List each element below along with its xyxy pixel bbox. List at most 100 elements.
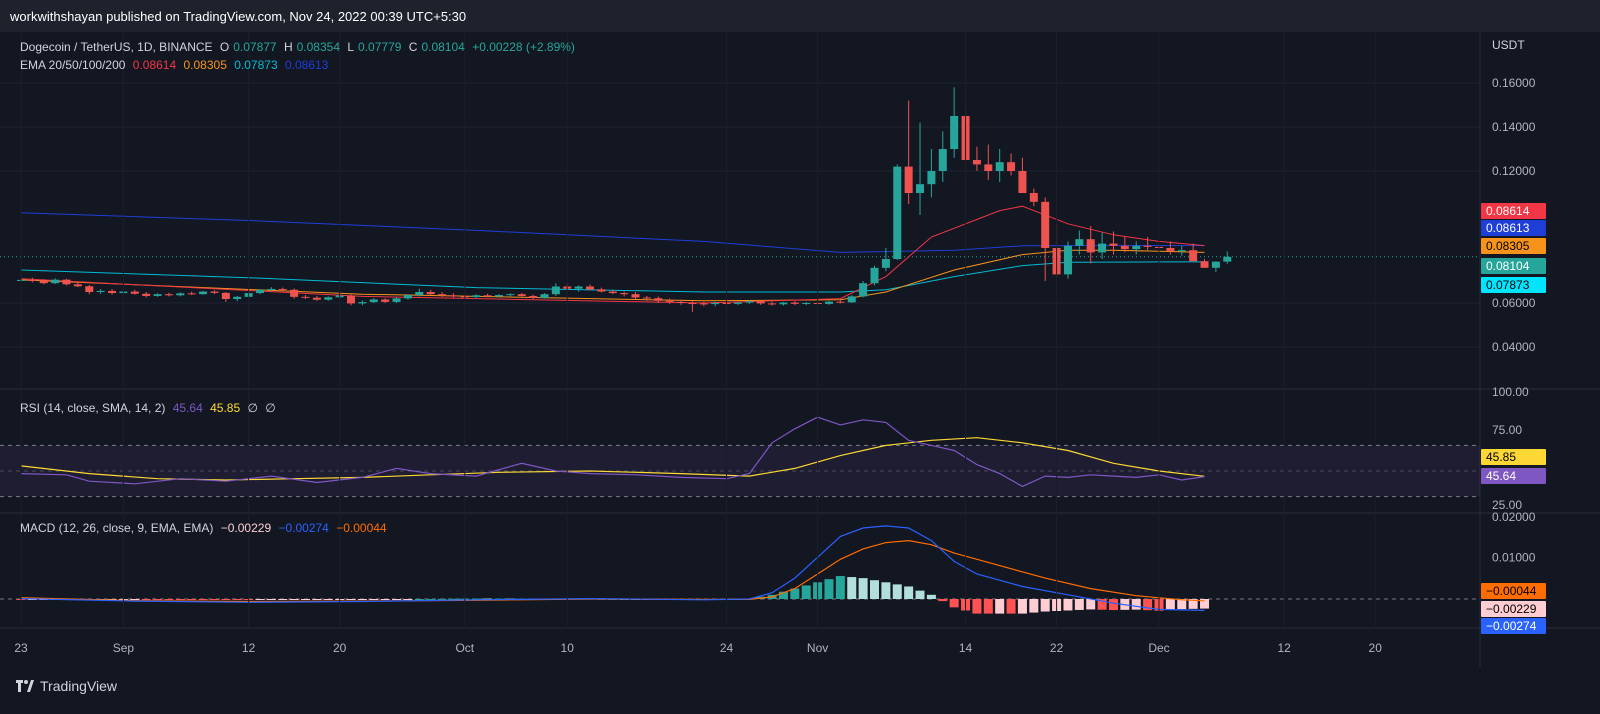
candle-body xyxy=(733,302,742,304)
macd-badge: −0.00044 xyxy=(1486,584,1537,598)
rsi-label: RSI (14, close, SMA, 14, 2) xyxy=(20,401,166,415)
candle-body xyxy=(472,295,481,298)
candle-body xyxy=(73,284,82,287)
candle-body xyxy=(916,184,925,193)
candle-body xyxy=(1029,193,1038,202)
macd-histogram-bar xyxy=(1063,599,1073,611)
macd-badge-bg xyxy=(1481,618,1546,634)
candle-body xyxy=(802,303,811,304)
price-tick-label: 0.04000 xyxy=(1492,340,1536,354)
macd-histogram-bar xyxy=(1177,599,1187,610)
macd-histogram-bar xyxy=(983,599,993,614)
price-tick-label: 0.06000 xyxy=(1492,296,1536,310)
candle-body xyxy=(1223,256,1232,262)
candle-body xyxy=(529,295,538,298)
rsi-badge-bg xyxy=(1481,449,1546,465)
macd-line xyxy=(20,525,1205,611)
candle-body xyxy=(187,293,196,295)
macd-histogram-bar xyxy=(995,599,1005,614)
macd-tick-label: 0.01000 xyxy=(1492,550,1536,564)
time-tick-label: 20 xyxy=(333,641,347,655)
candle-body xyxy=(642,297,651,299)
macd-histogram-bar xyxy=(1165,599,1175,610)
o-label: O xyxy=(219,40,230,54)
time-tick-label: 12 xyxy=(1278,641,1292,655)
macd-histogram-bar xyxy=(835,576,845,599)
candle-body xyxy=(1018,171,1027,193)
macd-histogram-bar xyxy=(926,594,936,599)
macd-histogram-bar xyxy=(778,591,788,599)
candle-body xyxy=(551,286,560,295)
macd-histogram-bar xyxy=(209,599,219,600)
rsi-tick-label: 75.00 xyxy=(1492,423,1522,437)
candle-body xyxy=(665,300,674,302)
candle-body xyxy=(881,259,890,268)
time-tick-label: 24 xyxy=(720,641,734,655)
macd-histogram-bar xyxy=(1029,599,1039,613)
price-badge-bg xyxy=(1481,238,1546,254)
macd-histogram-bar xyxy=(426,598,436,600)
price-badge-bg xyxy=(1481,203,1546,219)
macd-histogram-bar xyxy=(255,599,265,600)
candle-body xyxy=(483,295,492,297)
macd-line-value: −0.00274 xyxy=(278,521,329,535)
candle-body xyxy=(870,267,879,284)
chart[interactable]: 0.160000.140000.120000.060000.04000100.0… xyxy=(0,32,1600,667)
macd-histogram-bar xyxy=(392,599,402,600)
macd-histogram-bar xyxy=(1188,599,1198,609)
candle-body xyxy=(893,166,902,259)
ema-legend: EMA 20/50/100/200 0.08614 0.08305 0.0787… xyxy=(20,58,332,72)
price-badge-bg xyxy=(1481,220,1546,236)
c-label: C xyxy=(408,40,418,54)
macd-label: MACD (12, 26, close, 9, EMA, EMA) xyxy=(20,521,214,535)
time-tick-label: Nov xyxy=(807,641,828,655)
rsi-legend: RSI (14, close, SMA, 14, 2) 45.64 45.85 … xyxy=(20,401,280,415)
time-tick-label: 10 xyxy=(561,641,575,655)
ema-label: EMA 20/50/100/200 xyxy=(20,58,126,72)
symbol-name: Dogecoin / TetherUS, 1D, BINANCE xyxy=(20,40,213,54)
candle-body xyxy=(278,288,287,290)
candle-body xyxy=(972,160,981,165)
candle-body xyxy=(677,301,686,303)
macd-histogram-bar xyxy=(301,599,310,600)
macd-histogram-bar xyxy=(1040,599,1050,612)
h-value: 0.08354 xyxy=(296,40,341,54)
macd-histogram-bar xyxy=(790,588,800,599)
tradingview-logo[interactable]: TradingView xyxy=(16,678,117,694)
candle-body xyxy=(574,286,583,289)
candle-body xyxy=(369,299,378,303)
macd-histogram-bar xyxy=(915,590,925,599)
candle-body xyxy=(756,301,765,304)
price-badge: 0.08613 xyxy=(1486,221,1530,235)
publish-bar: workwithshayan published on TradingView.… xyxy=(0,0,1600,32)
macd-badge: −0.00229 xyxy=(1486,602,1537,616)
candle-body xyxy=(403,295,412,299)
candle-body xyxy=(96,290,105,292)
macd-tick-label: 0.02000 xyxy=(1492,510,1536,524)
macd-histogram-bar xyxy=(198,599,208,600)
rsi-empty-1: ∅ xyxy=(247,401,258,415)
macd-histogram-bar xyxy=(187,599,197,600)
time-tick-label: Sep xyxy=(113,641,135,655)
candle-body xyxy=(85,286,94,292)
candle-body xyxy=(836,301,845,303)
candle-body xyxy=(608,291,617,294)
candle-body xyxy=(108,290,117,294)
macd-histogram-bar xyxy=(1097,599,1107,610)
candle-body xyxy=(859,283,868,297)
macd-histogram-bar xyxy=(949,599,959,608)
macd-histogram-bar xyxy=(221,599,231,600)
ema50-value: 0.08305 xyxy=(183,58,227,72)
candle-body xyxy=(824,301,833,304)
candle-body xyxy=(631,294,640,298)
candle-body xyxy=(1109,243,1118,246)
candle-body xyxy=(620,293,629,295)
macd-histogram-bar xyxy=(801,585,811,599)
macd-histogram-bar xyxy=(414,599,424,600)
candle-body xyxy=(995,162,1004,171)
macd-signal-value: −0.00044 xyxy=(336,521,387,535)
macd-histogram-bar xyxy=(1200,599,1210,609)
macd-histogram-bar xyxy=(858,578,868,599)
macd-histogram-bar xyxy=(312,599,322,600)
candle-body xyxy=(312,297,321,300)
